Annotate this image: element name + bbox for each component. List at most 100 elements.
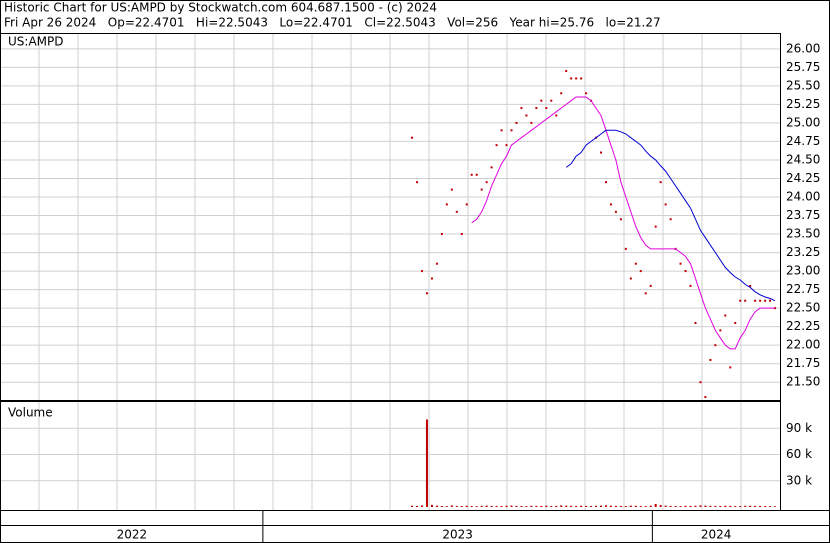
volume-bar [764, 506, 767, 507]
close-point [575, 77, 578, 80]
volume-bar [714, 505, 717, 507]
volume-bar [624, 506, 627, 507]
y-tick-label: 25.00 [786, 115, 820, 129]
close-point [580, 77, 583, 80]
volume-bar [739, 506, 742, 507]
y-tick-label: 22.00 [786, 338, 820, 352]
volume-bar [749, 505, 752, 507]
close-point [475, 173, 478, 176]
y-tick-label: 23.75 [786, 208, 820, 222]
volume-bar [550, 506, 553, 507]
volume-bar [639, 505, 642, 507]
volume-panel-label: Volume [8, 406, 53, 420]
close-point [739, 299, 742, 302]
volume-bar [595, 505, 598, 507]
volume-bar [669, 505, 672, 507]
close-point [420, 270, 423, 273]
volume-bar [525, 506, 528, 507]
close-point [425, 292, 428, 295]
volume-bar [510, 505, 513, 507]
y-tick-label: 24.75 [786, 134, 820, 148]
year-label: 2024 [701, 528, 732, 542]
volume-bar [565, 505, 568, 507]
close-point [430, 277, 433, 280]
close-point [535, 107, 538, 110]
price-panel-label: US:AMPD [8, 35, 63, 49]
volume-bar [490, 505, 493, 507]
close-point [570, 77, 573, 80]
y-tick-label: 21.75 [786, 356, 820, 370]
close-point [659, 181, 662, 184]
y-tick-label: 90 k [786, 421, 812, 435]
y-tick-label: 24.00 [786, 189, 820, 203]
volume-bar [475, 506, 478, 507]
volume-bar [769, 506, 772, 507]
close-point [744, 299, 747, 302]
volume-bar [411, 505, 414, 507]
volume-bar [664, 505, 667, 507]
close-point [435, 262, 438, 265]
close-point [694, 321, 697, 324]
close-point [724, 314, 727, 317]
close-point [764, 299, 767, 302]
y-tick-label: 22.75 [786, 282, 820, 296]
close-point [754, 299, 757, 302]
close-point [560, 92, 563, 95]
marks [411, 70, 777, 507]
close-point [530, 121, 533, 124]
close-point [555, 114, 558, 117]
volume-bar [704, 505, 707, 507]
volume-bar [709, 505, 712, 507]
close-point [480, 188, 483, 191]
y-tick-label: 24.50 [786, 152, 820, 166]
close-point [609, 203, 612, 206]
close-point [644, 292, 647, 295]
close-point [460, 233, 463, 236]
close-point [709, 358, 712, 361]
volume-bar [425, 419, 428, 507]
volume-bar [440, 505, 443, 507]
y-tick-label: 25.75 [786, 60, 820, 74]
volume-bar [505, 505, 508, 507]
volume-bar [480, 505, 483, 507]
volume-bar [659, 505, 662, 507]
close-point [729, 366, 732, 369]
close-point [769, 299, 772, 302]
close-point [545, 107, 548, 110]
close-point [455, 210, 458, 213]
volume-bar [545, 505, 548, 507]
volume-bar [555, 505, 558, 507]
volume-bar [460, 506, 463, 507]
volume-bar [644, 506, 647, 507]
close-point [774, 307, 777, 310]
close-point [759, 299, 762, 302]
volume-bar [495, 505, 498, 507]
close-point [525, 114, 528, 117]
close-point [416, 181, 419, 184]
volume-bar [654, 503, 657, 507]
y-tick-label: 26.00 [786, 41, 820, 55]
close-point [445, 203, 448, 206]
y-tick-label: 30 k [786, 473, 812, 487]
volume-bar [580, 505, 583, 507]
y-tick-label: 25.25 [786, 97, 820, 111]
volume-bar [609, 505, 612, 507]
volume-bar [604, 505, 607, 507]
volume-bar [575, 505, 578, 507]
y-tick-label: 23.25 [786, 245, 820, 259]
volume-bar [694, 505, 697, 507]
close-point [485, 181, 488, 184]
volume-bar [445, 506, 448, 507]
close-point [490, 166, 493, 169]
close-point [465, 203, 468, 206]
close-point [734, 321, 737, 324]
close-point [599, 151, 602, 154]
volume-bar [724, 505, 727, 507]
close-point [634, 262, 637, 265]
volume-bar [450, 505, 453, 507]
y-tick-label: 22.25 [786, 319, 820, 333]
volume-bar [699, 505, 702, 507]
volume-bar [465, 505, 468, 507]
volume-bar [560, 505, 563, 507]
